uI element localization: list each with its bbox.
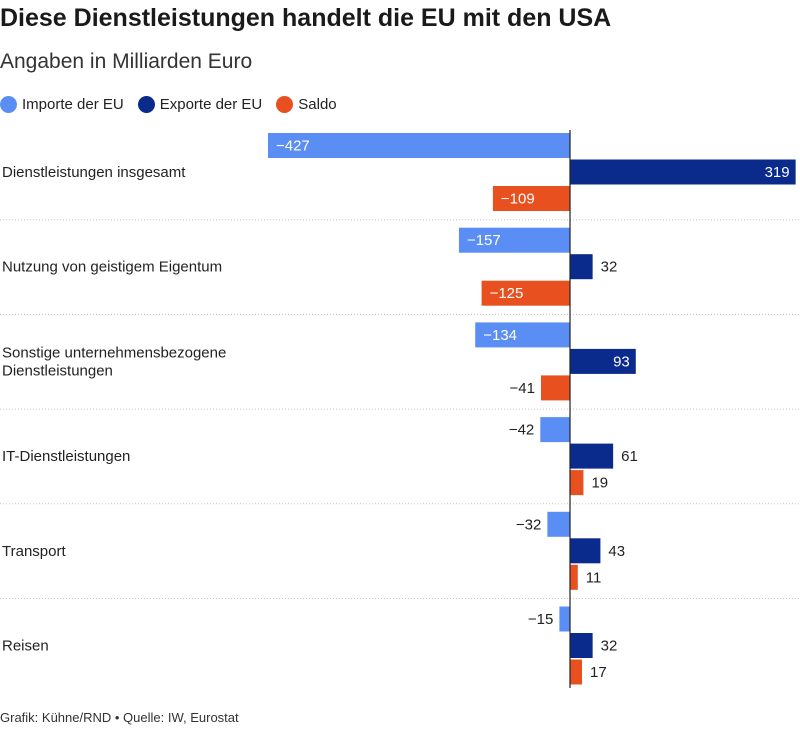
bar-balance-total <box>492 186 570 211</box>
data-label-imports-it: −42 <box>509 422 534 439</box>
data-label-exports-transport: 43 <box>608 543 625 560</box>
data-label-balance-it: 19 <box>591 475 608 492</box>
data-label-exports-business: 93 <box>613 353 630 370</box>
bar-imports-ip <box>458 227 570 253</box>
data-label-imports-travel: −15 <box>528 611 553 628</box>
bar-balance-ip <box>481 280 570 306</box>
category-label-business: Sonstige unternehmensbezogene Dienstleist… <box>2 344 226 379</box>
data-label-exports-ip: 32 <box>601 259 618 276</box>
category-label-total: Dienstleistungen insgesamt <box>2 164 186 181</box>
bar-balance-business <box>541 375 570 401</box>
data-label-balance-business: −41 <box>510 380 535 397</box>
legend-label-balance: Saldo <box>298 96 337 113</box>
category-label-transport: Transport <box>2 543 66 560</box>
legend-swatch-imports <box>0 96 17 113</box>
category-label-travel: Reisen <box>2 638 49 655</box>
chart-subtitle: Angaben in Milliarden Euro <box>0 50 253 73</box>
bar-imports-total <box>267 133 570 158</box>
legend-item-imports: Importe der EU <box>0 96 124 113</box>
data-label-exports-travel: 32 <box>601 638 618 655</box>
bar-imports-business <box>475 322 570 348</box>
data-label-imports-business: −134 <box>483 327 517 344</box>
source-footer: Grafik: Kühne/RND • Quelle: IW, Eurostat <box>0 710 239 725</box>
bar-exports-business <box>570 348 636 374</box>
data-label-imports-transport: −32 <box>516 516 541 533</box>
category-label-ip: Nutzung von geistigem Eigentum <box>2 259 222 276</box>
data-label-balance-transport: 11 <box>586 569 602 586</box>
legend-item-balance: Saldo <box>276 96 337 113</box>
data-label-balance-travel: 17 <box>590 664 607 681</box>
bar-imports-transport <box>547 511 570 537</box>
category-label-line: Dienstleistungen <box>2 362 113 379</box>
legend-item-exports: Exporte der EU <box>137 96 263 113</box>
category-label-line: Sonstige unternehmensbezogene <box>2 344 226 361</box>
data-label-balance-ip: −125 <box>490 285 524 302</box>
chart-title: Diese Dienstleistungen handelt die EU mi… <box>0 4 612 32</box>
bar-exports-it <box>570 443 614 469</box>
bar-exports-ip <box>570 254 593 280</box>
bar-imports-travel <box>559 606 570 632</box>
bar-exports-total <box>570 159 796 185</box>
data-label-imports-total: −427 <box>276 138 310 155</box>
category-label-line: Reisen <box>2 638 49 655</box>
category-label-it: IT-Dienstleistungen <box>2 448 130 465</box>
category-label-line: IT-Dienstleistungen <box>2 448 130 465</box>
category-label-line: Transport <box>2 543 66 560</box>
bar-balance-travel <box>570 659 583 685</box>
bar-imports-it <box>540 417 570 443</box>
category-label-line: Nutzung von geistigem Eigentum <box>2 259 222 276</box>
legend-label-exports: Exporte der EU <box>159 96 263 113</box>
bar-exports-transport <box>570 538 601 564</box>
data-label-imports-ip: −157 <box>467 232 501 249</box>
data-label-exports-it: 61 <box>621 448 638 465</box>
bar-balance-it <box>570 470 584 496</box>
legend-label-imports: Importe der EU <box>22 96 124 113</box>
legend-swatch-balance <box>276 96 294 113</box>
bar-exports-travel <box>570 633 593 658</box>
data-label-balance-total: −109 <box>501 191 535 208</box>
bar-chart: Dienstleistungen insgesamt −427 319 −109 Nut… <box>0 130 800 688</box>
category-label-line: Dienstleistungen insgesamt <box>2 164 186 181</box>
data-label-exports-total: 319 <box>765 164 790 181</box>
bar-balance-transport <box>570 564 578 590</box>
legend-swatch-exports <box>137 96 155 113</box>
legend: Importe der EU Exporte der EU Saldo <box>0 96 351 113</box>
